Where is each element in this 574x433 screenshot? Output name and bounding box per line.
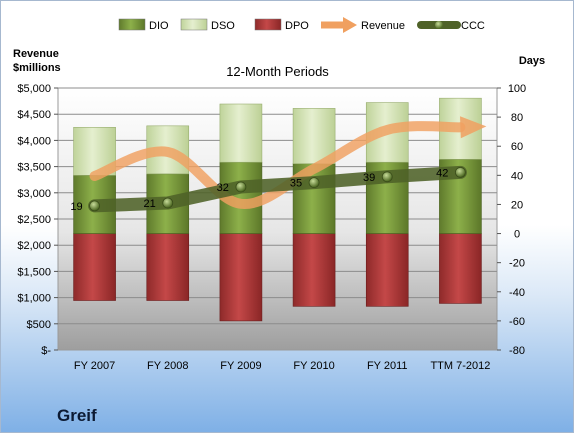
left-axis-title-line1: Revenue xyxy=(13,48,59,60)
dso-bar xyxy=(292,108,336,164)
left-tick-label: $5,000 xyxy=(17,83,51,95)
revenue-line xyxy=(89,121,466,209)
dpo-bar xyxy=(146,233,190,301)
right-tick-label: -40 xyxy=(509,287,525,299)
legend-swatch-dso xyxy=(180,18,208,31)
left-tick-label: $2,000 xyxy=(17,240,51,252)
ccc-point xyxy=(455,167,466,178)
ccc-point xyxy=(235,181,247,193)
ccc-point xyxy=(381,171,393,183)
right-tick-label: 0 xyxy=(514,229,520,241)
category-label: FY 2008 xyxy=(147,360,188,372)
right-tick-label: -60 xyxy=(509,316,525,328)
legend-swatch-dio xyxy=(118,18,146,31)
legend-swatch-dpo xyxy=(254,18,282,31)
legend-label-dso: DSO xyxy=(211,20,235,32)
legend-label-ccc: CCC xyxy=(461,20,485,32)
right-axis-title: Days xyxy=(519,55,545,67)
ccc-data-label: 32 xyxy=(217,182,229,194)
dpo-bar xyxy=(73,233,116,301)
ccc-data-label: 42 xyxy=(436,167,448,179)
right-tick-label: -80 xyxy=(509,345,525,357)
right-tick-label: 80 xyxy=(511,112,523,124)
left-tick-label: $3,500 xyxy=(17,162,51,174)
legend-swatch-ccc-dot xyxy=(435,21,443,29)
category-label: TTM 7-2012 xyxy=(430,360,490,372)
left-tick-label: $2,500 xyxy=(17,214,51,226)
category-label: FY 2010 xyxy=(293,360,334,372)
left-tick-label: $4,000 xyxy=(17,135,51,147)
right-tick-label: 100 xyxy=(508,83,526,95)
revenue-arrowhead xyxy=(460,116,487,139)
dso-bar xyxy=(219,103,263,163)
ccc-data-label: 21 xyxy=(144,198,156,210)
right-tick-label: 20 xyxy=(511,199,523,211)
left-tick-label: $1,500 xyxy=(17,266,51,278)
dpo-bar xyxy=(365,233,409,307)
left-tick-label: $4,500 xyxy=(17,109,51,121)
ccc-point xyxy=(162,197,174,209)
left-axis-title-line2: $millions xyxy=(13,62,61,74)
ccc-data-label: 35 xyxy=(290,178,302,190)
ccc-data-label: 19 xyxy=(70,201,82,213)
legend-label-dpo: DPO xyxy=(285,20,309,32)
company-name: Greif xyxy=(57,406,97,425)
right-tick-label: -20 xyxy=(509,258,525,270)
ccc-point xyxy=(89,200,100,212)
legend-label-revenue: Revenue xyxy=(361,20,405,32)
left-tick-label: $- xyxy=(41,345,51,357)
dpo-bar xyxy=(439,233,482,304)
left-tick-label: $500 xyxy=(27,319,51,331)
left-tick-label: $3,000 xyxy=(17,188,51,200)
left-tick-label: $1,000 xyxy=(17,293,51,305)
legend-swatch-revenue-arrow xyxy=(343,17,357,33)
chart-title: 12-Month Periods xyxy=(226,64,329,79)
ccc-data-label: 39 xyxy=(363,172,375,184)
category-label: FY 2009 xyxy=(220,360,261,372)
category-label: FY 2007 xyxy=(74,360,115,372)
dpo-bar xyxy=(219,233,263,322)
dpo-bar xyxy=(292,233,336,307)
right-tick-label: 60 xyxy=(511,141,523,153)
ccc-point xyxy=(308,177,320,189)
category-label: FY 2011 xyxy=(367,360,408,372)
ccc-line xyxy=(88,165,467,213)
right-tick-label: 40 xyxy=(511,170,523,182)
legend-label-dio: DIO xyxy=(149,20,169,32)
